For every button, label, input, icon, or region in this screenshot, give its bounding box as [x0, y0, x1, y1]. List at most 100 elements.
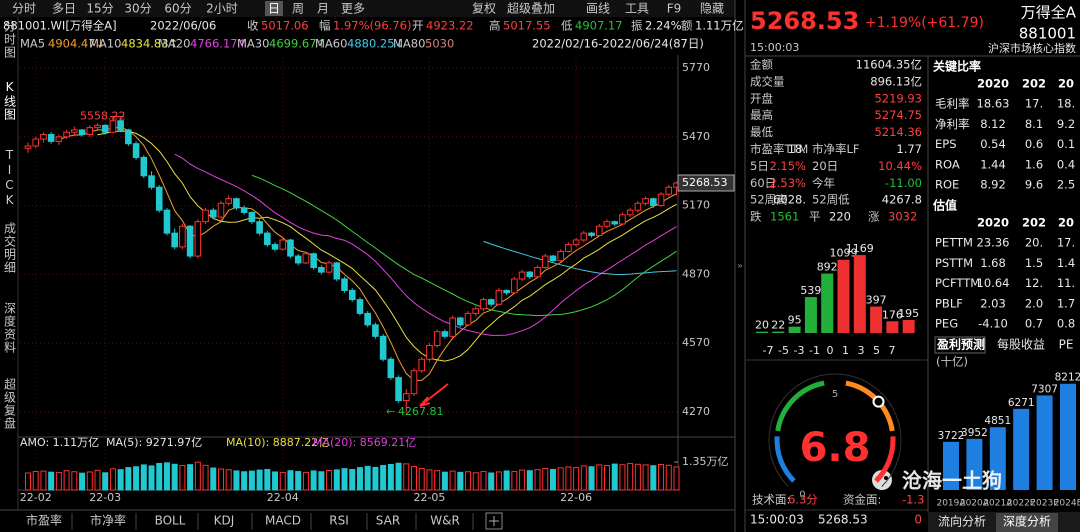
toolbar-tab[interactable]: 60分 [164, 2, 191, 16]
field-value: 1.11万亿 [695, 19, 744, 33]
panel-tab[interactable]: 流向分析 [938, 514, 986, 529]
field-label: 低 [561, 19, 573, 33]
toolbar-tab[interactable]: 30分 [124, 2, 151, 16]
indicator-tab[interactable]: 市净率 [90, 513, 126, 528]
volume-bar [642, 464, 649, 491]
collapse-handle[interactable]: » [737, 262, 743, 272]
candle-body [395, 377, 402, 402]
volume-bar [295, 471, 302, 491]
stat-label: 平 [809, 210, 821, 224]
toolbar-tab[interactable]: 月 [317, 2, 329, 16]
score-value: -1.3 [902, 493, 924, 507]
section-title: 估值 [932, 198, 957, 213]
ratio-label: PBLF [935, 296, 963, 310]
ratio-value: 23.36 [977, 236, 1010, 250]
indicator-tab[interactable]: RSI [329, 514, 349, 528]
side-tab[interactable]: 深度资料 [3, 302, 17, 354]
volume-bar [372, 466, 379, 491]
bar-value-label: 22 [771, 319, 785, 332]
toolbar-tool[interactable]: 复权 [472, 2, 496, 16]
stat-value: 3032 [888, 210, 917, 224]
forecast-tab[interactable]: PE [1059, 338, 1074, 352]
bar [1013, 408, 1030, 490]
ma-line [97, 130, 677, 362]
candle-body [418, 358, 426, 372]
candle-body [595, 225, 603, 236]
indicator-tab[interactable]: 市盈率 [26, 513, 62, 528]
toolbar-tab[interactable]: 2小时 [206, 2, 238, 16]
candle-body [240, 207, 248, 213]
quote-desc: 沪深市场核心指数 [988, 41, 1076, 55]
last-price-box [677, 174, 735, 192]
side-tab[interactable]: 超级复盘 [3, 377, 17, 430]
x-tick-label: 2020A [960, 499, 990, 509]
stat-value: 5219.93 [874, 91, 922, 105]
indicator-tab[interactable]: BOLL [155, 514, 186, 528]
x-tick-label: 22-06 [560, 491, 592, 504]
volume-bar [465, 471, 472, 491]
indicator-tab[interactable]: W&R [430, 514, 460, 528]
candle-body [55, 136, 63, 142]
stat-label: 52周低 [812, 193, 850, 207]
toolbar-tab[interactable]: 分时 [12, 2, 36, 16]
panel-tab[interactable]: 深度分析 [1003, 514, 1051, 529]
stat-value: 5214.36 [874, 125, 922, 139]
dropdown[interactable] [934, 336, 986, 354]
volume-bar [133, 466, 140, 491]
toolbar-tool[interactable]: F9 [667, 2, 682, 16]
indicator-tab[interactable]: KDJ [214, 514, 235, 528]
side-tab[interactable]: K线图 [3, 80, 17, 121]
stat-label: 跌 [750, 210, 762, 224]
ma-line [483, 240, 677, 276]
volume-bar [225, 469, 232, 491]
stat-value: 2.15% [769, 159, 806, 173]
bar [886, 321, 899, 333]
volume-bar [557, 467, 564, 491]
ratio-label: PEG [935, 317, 958, 331]
ratio-value: 0.8 [1057, 317, 1075, 331]
stat-label: 52周高 [750, 193, 788, 207]
quote-time: 15:00:03 [750, 41, 799, 54]
add-indicator[interactable] [485, 512, 503, 530]
toolbar-tool[interactable]: 工具 [625, 2, 649, 16]
side-tab[interactable]: TICK [3, 148, 17, 208]
watermark: 沧海一土狗 [902, 469, 1002, 493]
x-tick-label: 5 [873, 344, 880, 357]
candle-body [464, 312, 472, 326]
candle-body [441, 331, 449, 337]
toolbar-tool[interactable]: 隐藏 [700, 2, 724, 16]
forecast-tab[interactable]: 每股收益 [997, 337, 1045, 352]
candle-body [233, 198, 240, 209]
candle-body [171, 232, 178, 248]
y-tick-label: 5170 [682, 199, 710, 212]
side-tab[interactable]: 分时图 [3, 20, 17, 59]
toolbar-tool[interactable]: 超级叠加 [507, 1, 555, 16]
toolbar-tab[interactable]: 日 [268, 2, 280, 16]
indicator-tab[interactable]: SAR [376, 514, 400, 528]
volume-bar [387, 463, 394, 491]
toolbar-tab[interactable]: 更多 [341, 2, 365, 16]
side-tab[interactable]: 成交明细 [3, 222, 17, 274]
score-label: 资金面: [843, 493, 881, 507]
quote-code: 881001 [1019, 25, 1076, 43]
bar [788, 326, 801, 333]
bar [1036, 395, 1053, 490]
stat-value: 6028. [773, 193, 806, 207]
candle-body [271, 244, 279, 250]
volume-bar [519, 469, 526, 491]
volume-bar [588, 466, 595, 491]
candle-body [287, 239, 294, 257]
bar-value-label: 892 [817, 261, 838, 274]
candle-body [318, 267, 325, 273]
bar [1060, 383, 1076, 490]
forecast-tab[interactable]: 盈利预测 [936, 337, 985, 352]
vol-legend: AMO: 1.11万亿 [20, 436, 99, 449]
candle-body [572, 239, 580, 246]
stat-label: 最低 [750, 125, 773, 139]
indicator-tab[interactable]: MACD [265, 514, 301, 528]
volume-bar [86, 471, 93, 491]
toolbar-tab[interactable]: 周 [292, 2, 304, 16]
toolbar-tool[interactable]: 画线 [586, 2, 610, 16]
toolbar-tab[interactable]: 多日 [52, 2, 76, 16]
toolbar-tab[interactable]: 15分 [86, 2, 113, 16]
